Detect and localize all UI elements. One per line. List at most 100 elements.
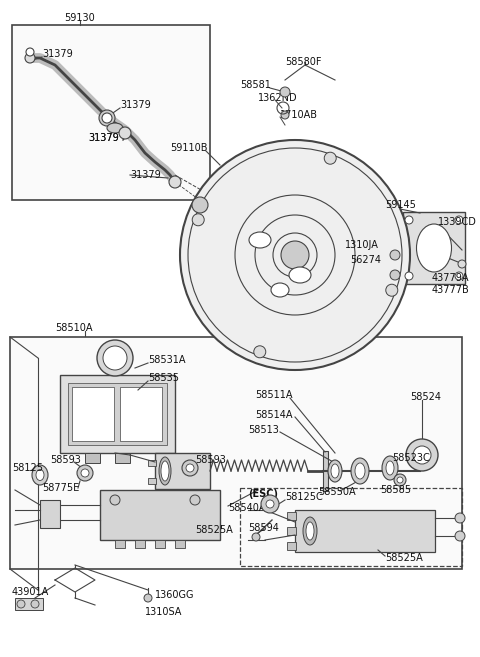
- Circle shape: [97, 340, 133, 376]
- Bar: [15, 598, 43, 610]
- Text: 58540A: 58540A: [228, 503, 265, 513]
- Ellipse shape: [271, 283, 289, 297]
- Circle shape: [110, 495, 120, 505]
- Ellipse shape: [328, 460, 342, 482]
- Circle shape: [455, 272, 463, 280]
- Circle shape: [81, 469, 89, 477]
- Circle shape: [390, 270, 400, 280]
- Circle shape: [405, 216, 413, 224]
- Text: 58775E: 58775E: [42, 483, 79, 493]
- Bar: [295, 510, 435, 552]
- Bar: [115, 540, 125, 548]
- Bar: [240, 488, 462, 566]
- Ellipse shape: [417, 224, 452, 272]
- Bar: [148, 478, 156, 484]
- Text: 1360GG: 1360GG: [155, 590, 194, 600]
- Ellipse shape: [306, 522, 314, 540]
- Circle shape: [186, 464, 194, 472]
- Ellipse shape: [36, 470, 44, 480]
- Bar: [72, 387, 114, 441]
- Text: 1362ND: 1362ND: [258, 93, 298, 103]
- Text: 31379: 31379: [120, 100, 151, 110]
- Circle shape: [455, 531, 465, 541]
- Text: 58593: 58593: [50, 455, 81, 465]
- Bar: [68, 383, 167, 445]
- Circle shape: [458, 260, 466, 268]
- Ellipse shape: [289, 267, 311, 283]
- Circle shape: [169, 176, 181, 188]
- Bar: [135, 540, 145, 548]
- Text: 58514A: 58514A: [255, 410, 292, 420]
- Text: 58510A: 58510A: [55, 323, 93, 333]
- Text: 1710AB: 1710AB: [280, 110, 318, 120]
- Circle shape: [386, 284, 398, 296]
- Text: 31379: 31379: [88, 133, 119, 143]
- Circle shape: [25, 53, 35, 63]
- Text: 58524: 58524: [410, 392, 441, 402]
- Circle shape: [26, 48, 34, 56]
- Bar: [12, 25, 210, 200]
- Bar: [380, 228, 402, 252]
- Bar: [40, 500, 60, 528]
- Ellipse shape: [351, 458, 369, 484]
- Circle shape: [182, 460, 198, 476]
- Bar: [287, 512, 296, 520]
- Ellipse shape: [303, 517, 317, 545]
- Circle shape: [77, 465, 93, 481]
- Text: 58511A: 58511A: [255, 390, 292, 400]
- Circle shape: [281, 241, 309, 269]
- Bar: [60, 375, 175, 453]
- Circle shape: [180, 140, 410, 370]
- Bar: [155, 453, 210, 489]
- Text: 43777B: 43777B: [432, 285, 470, 295]
- Circle shape: [190, 495, 200, 505]
- Circle shape: [144, 594, 152, 602]
- Text: 58535: 58535: [148, 373, 179, 383]
- Text: 58525A: 58525A: [385, 553, 423, 563]
- Circle shape: [406, 439, 438, 471]
- Circle shape: [192, 197, 208, 213]
- Bar: [100, 490, 220, 540]
- Circle shape: [31, 600, 39, 608]
- Text: 43779A: 43779A: [432, 273, 469, 283]
- Text: 58594: 58594: [248, 523, 279, 533]
- Ellipse shape: [32, 465, 48, 485]
- Text: 58523C: 58523C: [392, 453, 430, 463]
- Circle shape: [261, 495, 279, 513]
- Text: 31379: 31379: [88, 133, 119, 143]
- Text: 58125C: 58125C: [285, 492, 323, 502]
- Text: 58525A: 58525A: [195, 525, 233, 535]
- Bar: [148, 460, 156, 466]
- Circle shape: [103, 346, 127, 370]
- Ellipse shape: [159, 457, 171, 485]
- Circle shape: [394, 474, 406, 486]
- Text: 58585: 58585: [380, 485, 411, 495]
- Circle shape: [281, 111, 289, 119]
- Bar: [10, 337, 462, 569]
- Circle shape: [17, 600, 25, 608]
- Text: 1310JA: 1310JA: [345, 240, 379, 250]
- Circle shape: [397, 477, 403, 483]
- Text: 59110B: 59110B: [170, 143, 207, 153]
- Circle shape: [390, 250, 400, 260]
- Ellipse shape: [107, 123, 123, 133]
- Text: 31379: 31379: [42, 49, 73, 59]
- Text: 31379: 31379: [130, 170, 161, 180]
- Text: 58581: 58581: [240, 80, 271, 90]
- Circle shape: [413, 446, 431, 464]
- Circle shape: [119, 127, 131, 139]
- Circle shape: [405, 272, 413, 280]
- Circle shape: [455, 216, 463, 224]
- Ellipse shape: [386, 461, 394, 475]
- Bar: [155, 540, 165, 548]
- Circle shape: [254, 346, 266, 358]
- Circle shape: [455, 513, 465, 523]
- Bar: [403, 212, 465, 284]
- Bar: [115, 453, 130, 463]
- Ellipse shape: [331, 464, 339, 478]
- Text: 59130: 59130: [65, 13, 96, 23]
- Text: 58531A: 58531A: [148, 355, 185, 365]
- Text: 58550A: 58550A: [318, 487, 356, 497]
- Text: 58593: 58593: [195, 455, 226, 465]
- Bar: [287, 542, 296, 550]
